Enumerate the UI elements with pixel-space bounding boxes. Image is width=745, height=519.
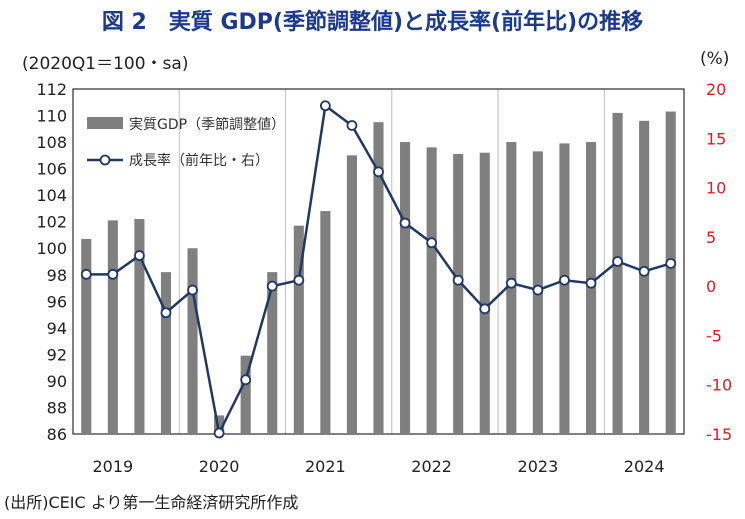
- growth-rate-point: [399, 217, 411, 229]
- left-tick-label: 92: [47, 345, 67, 364]
- growth-rate-point: [426, 237, 438, 249]
- growth-rate-point: [80, 268, 92, 280]
- left-tick-label: 96: [47, 292, 67, 311]
- x-tick-label: 2022: [411, 457, 452, 476]
- growth-rate-point: [452, 274, 464, 286]
- right-tick-label: 15: [706, 129, 726, 148]
- left-tick-label: 104: [36, 186, 67, 205]
- growth-rate-point: [532, 284, 544, 296]
- growth-rate-point: [213, 427, 225, 439]
- growth-rate-point: [187, 284, 198, 296]
- gdp-bar: [293, 225, 304, 434]
- left-tick-label: 112: [36, 80, 67, 99]
- x-tick-label: 2023: [518, 457, 559, 476]
- gdp-bar: [559, 143, 570, 434]
- left-axis-unit: (2020Q1＝100・sa): [22, 54, 189, 74]
- chart-title: 図 2 実質 GDP(季節調整値)と成長率(前年比)の推移: [101, 10, 644, 35]
- left-tick-label: 106: [36, 160, 67, 179]
- left-tick-label: 102: [36, 213, 67, 232]
- gdp-bar: [240, 355, 251, 434]
- gdp-bar: [426, 147, 437, 434]
- gdp-bar: [346, 155, 357, 434]
- growth-rate-point: [612, 256, 623, 267]
- growth-rate-point: [240, 374, 252, 386]
- gdp-bar: [187, 248, 198, 434]
- growth-rate-point: [160, 307, 172, 319]
- legend-bar-swatch: [87, 117, 123, 129]
- left-tick-label: 94: [47, 319, 67, 338]
- growth-rate-point: [479, 303, 491, 315]
- gdp-bar: [400, 142, 411, 435]
- growth-rate-point: [559, 274, 570, 286]
- right-axis-unit: (%): [700, 49, 730, 69]
- gdp-bar: [81, 238, 92, 434]
- gdp-bar: [612, 112, 623, 434]
- left-tick-label: 108: [36, 133, 67, 152]
- gdp-bar: [107, 220, 118, 434]
- legend-bar-label: 実質GDP（季節調整値）: [129, 116, 285, 133]
- left-tick-label: 90: [47, 372, 67, 391]
- right-tick-label: -10: [706, 376, 732, 395]
- right-tick-label: 20: [706, 80, 726, 99]
- left-tick-label: 88: [47, 398, 67, 417]
- gdp-bar: [134, 219, 145, 434]
- growth-rate-point: [505, 277, 517, 289]
- left-tick-label: 86: [47, 425, 67, 444]
- growth-rate-point: [134, 250, 145, 261]
- gdp-bar: [373, 122, 384, 434]
- left-tick-label: 110: [36, 107, 67, 126]
- gdp-bar: [267, 272, 278, 434]
- gdp-bar: [214, 415, 225, 434]
- left-tick-label: 100: [36, 239, 67, 258]
- growth-rate-point: [107, 268, 119, 280]
- gdp-bar: [453, 154, 464, 434]
- x-tick-label: 2019: [92, 457, 133, 476]
- growth-rate-point: [266, 280, 278, 292]
- growth-rate-point: [373, 166, 384, 178]
- x-tick-label: 2021: [305, 457, 346, 476]
- growth-rate-point: [346, 120, 358, 131]
- right-tick-label: 5: [706, 228, 716, 247]
- right-tick-label: -15: [706, 425, 732, 444]
- right-tick-label: 0: [706, 277, 716, 296]
- growth-rate-point: [293, 274, 305, 286]
- growth-rate-point: [665, 258, 677, 269]
- gdp-bar: [320, 211, 331, 434]
- source-note: (出所)CEIC より第一生命経済研究所作成: [4, 493, 299, 512]
- gdp-bar: [639, 120, 650, 434]
- growth-rate-point: [585, 277, 597, 289]
- right-tick-label: 10: [706, 179, 726, 198]
- left-tick-label: 98: [47, 266, 67, 285]
- gdp-bar: [160, 272, 172, 434]
- legend-line-label: 成長率（前年比・右）: [129, 152, 269, 169]
- x-tick-label: 2024: [624, 457, 665, 476]
- right-tick-label: -5: [706, 326, 722, 345]
- x-tick-label: 2020: [199, 457, 240, 476]
- legend-line-marker: [99, 154, 111, 166]
- growth-rate-point: [638, 265, 650, 277]
- growth-rate-point: [319, 100, 331, 112]
- gdp-bar: [479, 152, 490, 434]
- gdp-bar: [665, 111, 676, 435]
